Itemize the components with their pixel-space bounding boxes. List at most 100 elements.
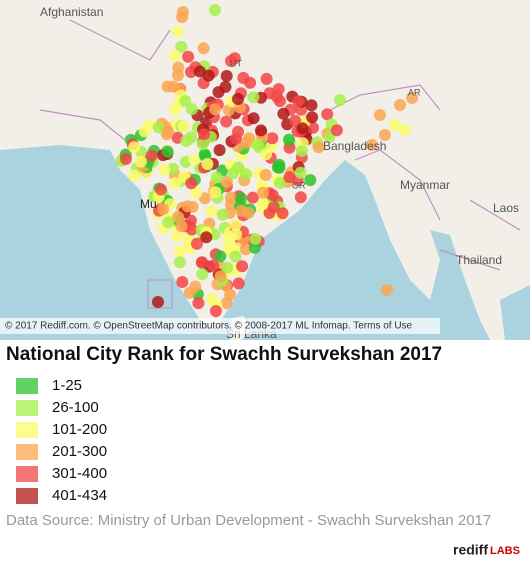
city-marker bbox=[220, 70, 233, 82]
legend-label: 301-400 bbox=[52, 465, 107, 482]
city-marker bbox=[207, 259, 220, 272]
city-marker bbox=[406, 92, 418, 104]
city-marker bbox=[289, 114, 302, 127]
city-marker bbox=[379, 129, 391, 141]
city-marker bbox=[255, 124, 267, 137]
city-marker bbox=[228, 52, 241, 65]
city-marker bbox=[283, 171, 296, 184]
city-marker bbox=[173, 256, 186, 269]
city-marker bbox=[251, 138, 264, 151]
city-marker bbox=[277, 107, 290, 120]
city-marker bbox=[232, 277, 245, 290]
city-marker bbox=[307, 121, 319, 134]
city-marker bbox=[295, 144, 308, 157]
city-marker bbox=[172, 61, 185, 74]
city-marker bbox=[172, 25, 185, 38]
city-marker bbox=[201, 158, 214, 170]
city-marker bbox=[155, 183, 167, 196]
city-marker bbox=[190, 186, 203, 199]
city-marker bbox=[389, 119, 401, 131]
city-marker bbox=[185, 177, 198, 190]
logo: rediff bbox=[453, 542, 488, 558]
legend-label: 201-300 bbox=[52, 443, 107, 460]
attribution[interactable]: © 2017 Rediff.com. © OpenStreetMap contr… bbox=[5, 321, 413, 332]
legend-swatch bbox=[16, 400, 38, 416]
city-marker bbox=[394, 99, 406, 111]
city-marker bbox=[216, 208, 229, 221]
city-marker bbox=[221, 261, 234, 274]
city-marker bbox=[167, 162, 180, 175]
city-marker bbox=[171, 229, 184, 242]
city-marker bbox=[235, 192, 248, 205]
city-marker bbox=[240, 136, 253, 149]
attribution-bg bbox=[0, 318, 440, 334]
map-label: Thailand bbox=[456, 253, 502, 267]
city-marker bbox=[212, 86, 225, 99]
city-marker bbox=[128, 169, 141, 182]
city-marker bbox=[224, 191, 237, 204]
map-label: Bangladesh bbox=[323, 139, 386, 153]
city-marker bbox=[230, 228, 243, 241]
city-marker bbox=[152, 121, 165, 134]
city-marker bbox=[214, 270, 227, 283]
city-marker bbox=[162, 125, 175, 138]
city-marker bbox=[192, 297, 205, 310]
legend-label: 1-25 bbox=[52, 377, 82, 394]
city-marker bbox=[247, 91, 260, 104]
city-markers bbox=[115, 4, 418, 318]
city-marker bbox=[229, 250, 242, 263]
city-marker bbox=[145, 149, 158, 162]
city-marker bbox=[260, 148, 273, 161]
legend-swatch bbox=[16, 466, 38, 482]
city-marker bbox=[366, 139, 378, 151]
legend-label: 401-434 bbox=[52, 487, 107, 504]
city-marker bbox=[182, 50, 195, 63]
city-marker bbox=[134, 155, 147, 168]
city-marker bbox=[256, 198, 269, 210]
city-marker bbox=[266, 189, 279, 202]
city-marker bbox=[176, 276, 189, 288]
city-marker bbox=[167, 80, 180, 93]
city-marker bbox=[181, 200, 194, 213]
city-marker bbox=[257, 186, 269, 199]
city-marker bbox=[242, 206, 255, 219]
city-marker bbox=[185, 103, 198, 116]
city-marker bbox=[294, 191, 307, 204]
city-marker bbox=[169, 103, 181, 116]
city-marker bbox=[273, 161, 286, 174]
city-marker bbox=[179, 95, 192, 107]
legend-label: 26-100 bbox=[52, 399, 99, 416]
legend-swatch bbox=[16, 422, 38, 438]
city-marker bbox=[374, 109, 386, 121]
map-label: OR bbox=[292, 180, 306, 190]
city-marker bbox=[220, 115, 233, 128]
city-marker bbox=[161, 145, 174, 158]
city-marker bbox=[220, 175, 233, 188]
map[interactable]: Afghanistan Bangladesh Myanmar Laos Thai… bbox=[0, 0, 530, 341]
city-marker bbox=[188, 153, 201, 166]
city-marker bbox=[209, 305, 222, 318]
city-marker bbox=[294, 166, 307, 179]
city-marker bbox=[158, 163, 171, 176]
city-marker bbox=[306, 111, 319, 124]
city-marker bbox=[191, 237, 203, 250]
city-marker bbox=[213, 144, 226, 157]
city-marker bbox=[230, 132, 243, 145]
legend-swatch bbox=[16, 488, 38, 504]
city-marker bbox=[330, 124, 343, 137]
city-marker bbox=[232, 93, 244, 105]
city-marker bbox=[209, 186, 222, 199]
legend: 1-25 26-100 101-200 201-300 301-400 401-434 bbox=[16, 377, 107, 504]
logo-suffix: LABS bbox=[490, 545, 520, 557]
city-marker bbox=[195, 256, 208, 269]
city-marker bbox=[169, 177, 182, 189]
sea bbox=[500, 285, 530, 340]
map-label: AR bbox=[408, 87, 421, 97]
city-marker bbox=[209, 103, 222, 116]
city-marker bbox=[138, 125, 151, 138]
city-marker bbox=[172, 210, 185, 223]
city-marker bbox=[180, 134, 193, 147]
city-marker bbox=[183, 286, 196, 299]
city-marker bbox=[177, 120, 190, 133]
